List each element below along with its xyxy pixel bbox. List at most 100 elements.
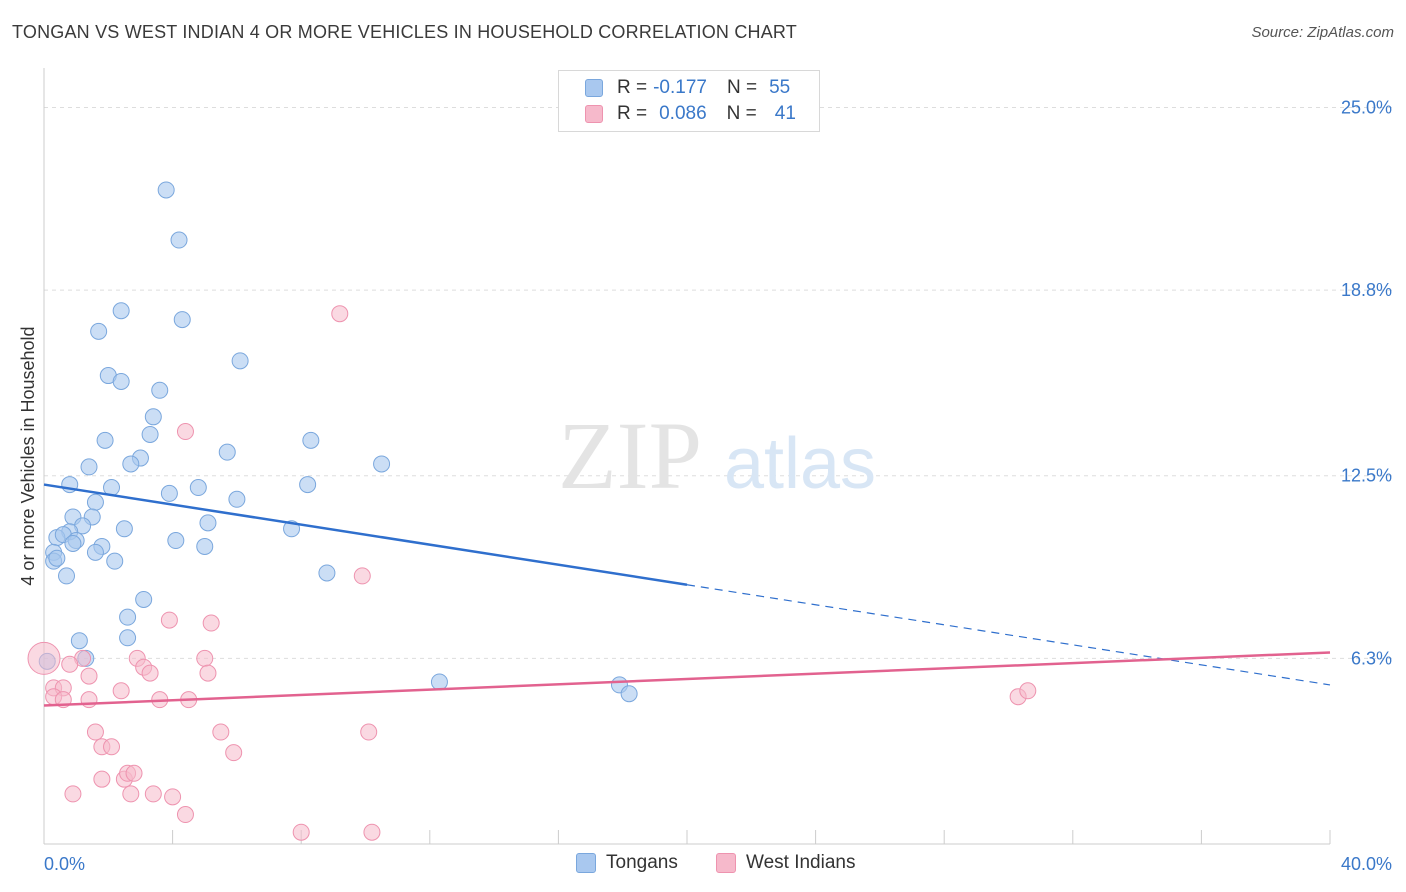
legend-r-value: 0.086 xyxy=(659,103,707,124)
point-west-indians xyxy=(292,823,310,841)
point-tongans xyxy=(115,520,133,538)
point-tongans xyxy=(173,311,191,329)
point-tongans xyxy=(167,532,185,550)
trend-line-tongans xyxy=(43,483,688,586)
trend-lines xyxy=(43,483,1331,707)
point-west-indians xyxy=(164,788,182,806)
point-tongans xyxy=(58,567,76,585)
point-west-indians xyxy=(176,423,194,441)
legend-swatch-blue xyxy=(585,79,603,97)
watermark-zip: ZIP xyxy=(558,402,702,509)
point-west-indians xyxy=(141,664,159,682)
legend-label-west-indians: West Indians xyxy=(746,852,856,873)
point-tongans xyxy=(299,476,317,494)
point-tongans xyxy=(157,181,175,199)
point-west-indians xyxy=(125,764,143,782)
point-tongans xyxy=(64,534,82,552)
point-tongans xyxy=(196,537,214,555)
legend-r-label: R = xyxy=(617,77,648,98)
legend-r-value: -0.177 xyxy=(653,77,707,98)
point-tongans xyxy=(199,514,217,532)
point-west-indians xyxy=(80,691,98,709)
legend-row-west-indians: R = 0.086 N = 41 xyxy=(585,102,796,126)
legend-label-tongans: Tongans xyxy=(606,852,678,873)
point-tongans xyxy=(170,231,188,249)
point-tongans xyxy=(119,629,137,647)
chart-title: TONGAN VS WEST INDIAN 4 OR MORE VEHICLES… xyxy=(12,22,797,42)
y-tick-label: 25.0% xyxy=(1341,97,1392,117)
point-west-indians xyxy=(64,785,82,803)
point-west-indians xyxy=(112,682,130,700)
point-tongans xyxy=(122,455,140,473)
point-tongans xyxy=(430,673,448,691)
legend-item-tongans[interactable]: Tongans xyxy=(576,852,678,874)
point-west-indians xyxy=(80,667,98,685)
point-west-indians xyxy=(360,723,378,741)
trend-line-west-indians xyxy=(43,651,1331,707)
point-tongans xyxy=(218,443,236,461)
point-west-indians xyxy=(144,785,162,803)
gridlines xyxy=(44,106,1392,659)
legend-swatch-tongans xyxy=(576,853,596,873)
legend-n-value: 55 xyxy=(769,77,791,98)
y-tick-label: 12.5% xyxy=(1341,466,1392,486)
point-tongans xyxy=(90,322,108,340)
legend-n-label: N = xyxy=(726,77,758,98)
point-tongans xyxy=(231,352,249,370)
point-tongans xyxy=(620,685,638,703)
stats-legend: R = -0.177 N = 55 R = 0.086 N = 41 xyxy=(558,70,820,132)
point-west-indians xyxy=(212,723,230,741)
legend-item-west-indians[interactable]: West Indians xyxy=(716,852,855,874)
series-legend: Tongans West Indians xyxy=(0,852,1406,878)
x-tick-label: 40.0% xyxy=(1341,854,1392,874)
point-west-indians xyxy=(103,738,121,756)
point-west-indians xyxy=(353,567,371,585)
point-west-indians xyxy=(61,655,79,673)
point-west-indians xyxy=(176,806,194,824)
point-tongans xyxy=(96,431,114,449)
point-tongans xyxy=(86,493,104,511)
point-tongans xyxy=(373,455,391,473)
source-label: Source: ZipAtlas.com xyxy=(1251,24,1394,41)
point-tongans xyxy=(141,425,159,443)
series-tongans xyxy=(38,181,638,703)
point-west-indians xyxy=(27,641,61,675)
point-tongans xyxy=(119,608,137,626)
point-tongans xyxy=(189,479,207,497)
point-tongans xyxy=(151,381,169,399)
y-axis-label: 4 or more Vehicles in Household xyxy=(18,326,38,585)
point-tongans xyxy=(112,372,130,390)
legend-swatch-pink xyxy=(585,105,603,123)
x-tick-label: 0.0% xyxy=(44,854,85,874)
point-west-indians xyxy=(202,614,220,632)
point-west-indians xyxy=(363,823,381,841)
point-west-indians xyxy=(93,770,111,788)
point-tongans xyxy=(144,408,162,426)
y-tick-label: 18.8% xyxy=(1341,280,1392,300)
legend-r-label: R = xyxy=(617,103,648,124)
legend-swatch-west-indians xyxy=(716,853,736,873)
point-west-indians xyxy=(225,744,243,762)
legend-row-tongans: R = -0.177 N = 55 xyxy=(585,76,790,100)
point-tongans xyxy=(112,302,130,320)
tick-labels: 6.3% 12.5% 18.8% 25.0% 0.0% 40.0% xyxy=(44,97,1392,874)
point-west-indians xyxy=(1019,682,1037,700)
trend-line-tongans-extension xyxy=(686,584,1331,686)
point-tongans xyxy=(228,490,246,508)
point-west-indians xyxy=(122,785,140,803)
point-tongans xyxy=(80,458,98,476)
point-west-indians xyxy=(199,664,217,682)
point-west-indians xyxy=(196,649,214,667)
series-west-indians xyxy=(27,305,1037,841)
point-tongans xyxy=(86,543,104,561)
point-tongans xyxy=(135,590,153,608)
watermark-atlas: atlas xyxy=(724,424,876,504)
point-tongans xyxy=(48,549,66,567)
watermark: ZIP atlas xyxy=(558,402,876,509)
point-west-indians xyxy=(160,611,178,629)
axes xyxy=(43,68,1331,845)
point-tongans xyxy=(70,632,88,650)
point-tongans xyxy=(302,431,320,449)
point-west-indians xyxy=(331,305,349,323)
